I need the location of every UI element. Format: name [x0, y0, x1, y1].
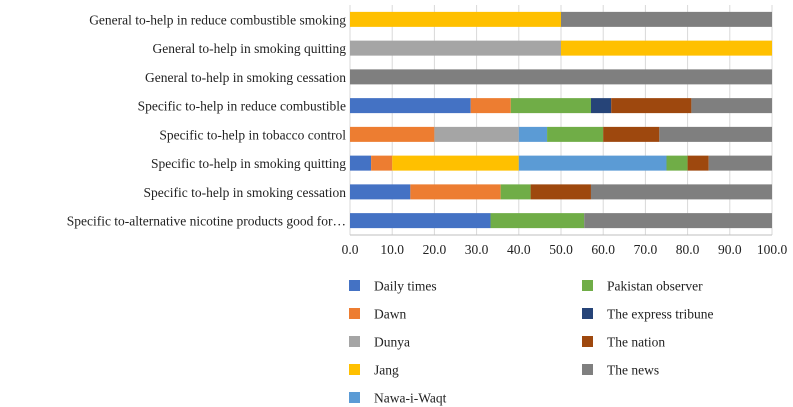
- bar-segment: [561, 11, 772, 27]
- bar-segment: [510, 98, 591, 114]
- legend-swatch: [582, 336, 593, 347]
- x-tick-label: 0.0: [342, 242, 359, 257]
- bar-segment: [350, 98, 471, 114]
- bar-segment: [490, 213, 585, 229]
- bar-segment: [611, 98, 692, 114]
- x-tick-label: 40.0: [507, 242, 531, 257]
- bar-segments: [350, 11, 772, 229]
- bar-segment: [590, 98, 612, 114]
- bar-segment: [470, 98, 511, 114]
- x-tick-label: 30.0: [465, 242, 489, 257]
- category-label: Specific to-help in tobacco control: [159, 127, 346, 142]
- x-tick-label: 60.0: [591, 242, 615, 257]
- x-tick-label: 50.0: [549, 242, 573, 257]
- category-label: General to-help in smoking quitting: [153, 41, 347, 56]
- bar-segment: [590, 184, 772, 200]
- legend-swatch: [349, 280, 360, 291]
- bar-segment: [410, 184, 501, 200]
- bar-segment: [350, 213, 491, 229]
- legend-swatch: [349, 364, 360, 375]
- legend-label: Dawn: [374, 307, 406, 322]
- legend-label: Pakistan observer: [607, 279, 703, 294]
- bar-segment: [350, 69, 772, 85]
- category-label: Specific to-alternative nicotine product…: [67, 214, 346, 229]
- bar-segment: [691, 98, 772, 114]
- legend-label: The news: [607, 363, 659, 378]
- x-tick-label: 80.0: [676, 242, 700, 257]
- bar-segment: [350, 126, 435, 142]
- bar-segment: [350, 184, 411, 200]
- legend-swatch: [349, 392, 360, 403]
- bar-segment: [434, 126, 519, 142]
- bar-segment: [666, 155, 688, 171]
- category-label: General to-help in reduce combustible sm…: [89, 12, 346, 27]
- bar-segment: [603, 126, 660, 142]
- x-tick-label: 70.0: [634, 242, 658, 257]
- bar-segment: [547, 126, 604, 142]
- legend-swatch: [349, 308, 360, 319]
- category-label: Specific to-help in smoking quitting: [151, 156, 346, 171]
- legend-label: Daily times: [374, 279, 437, 294]
- category-label: Specific to-help in reduce combustible: [138, 99, 346, 114]
- legend-swatch: [582, 280, 593, 291]
- legend-swatch: [349, 336, 360, 347]
- category-label: Specific to-help in smoking cessation: [144, 185, 347, 200]
- legend-label: The nation: [607, 335, 665, 350]
- bar-segment: [708, 155, 772, 171]
- bar-segment: [687, 155, 709, 171]
- bar-segment: [518, 155, 667, 171]
- category-labels: General to-help in reduce combustible sm…: [67, 12, 347, 228]
- x-tick-label: 100.0: [757, 242, 788, 257]
- bar-segment: [500, 184, 531, 200]
- bar-segment: [659, 126, 772, 142]
- x-gridlines: [349, 5, 773, 235]
- bar-segment: [518, 126, 548, 142]
- bar-segment: [350, 155, 372, 171]
- bar-segment: [530, 184, 591, 200]
- bar-segment: [584, 213, 772, 229]
- legend: Daily times Dawn Dunya Jang Nawa-i-Waqt Pakis…: [349, 279, 713, 406]
- bar-segment: [350, 40, 561, 56]
- bar-segment: [392, 155, 519, 171]
- x-tick-label: 20.0: [423, 242, 447, 257]
- bar-segment: [350, 11, 561, 27]
- legend-swatch: [582, 364, 593, 375]
- bar-segment: [371, 155, 393, 171]
- legend-label: The express tribune: [607, 307, 713, 322]
- legend-label: Nawa-i-Waqt: [374, 391, 447, 406]
- legend-swatch: [582, 308, 593, 319]
- bar-segment: [561, 40, 772, 56]
- x-tick-label: 90.0: [718, 242, 742, 257]
- category-label: General to-help in smoking cessation: [145, 70, 346, 85]
- x-tick-label: 10.0: [380, 242, 404, 257]
- legend-label: Dunya: [374, 335, 410, 350]
- x-axis: 0.0 10.0 20.0 30.0 40.0 50.0 60.0 70.0 80.0 90.0 1…: [342, 234, 788, 257]
- legend-label: Jang: [374, 363, 399, 378]
